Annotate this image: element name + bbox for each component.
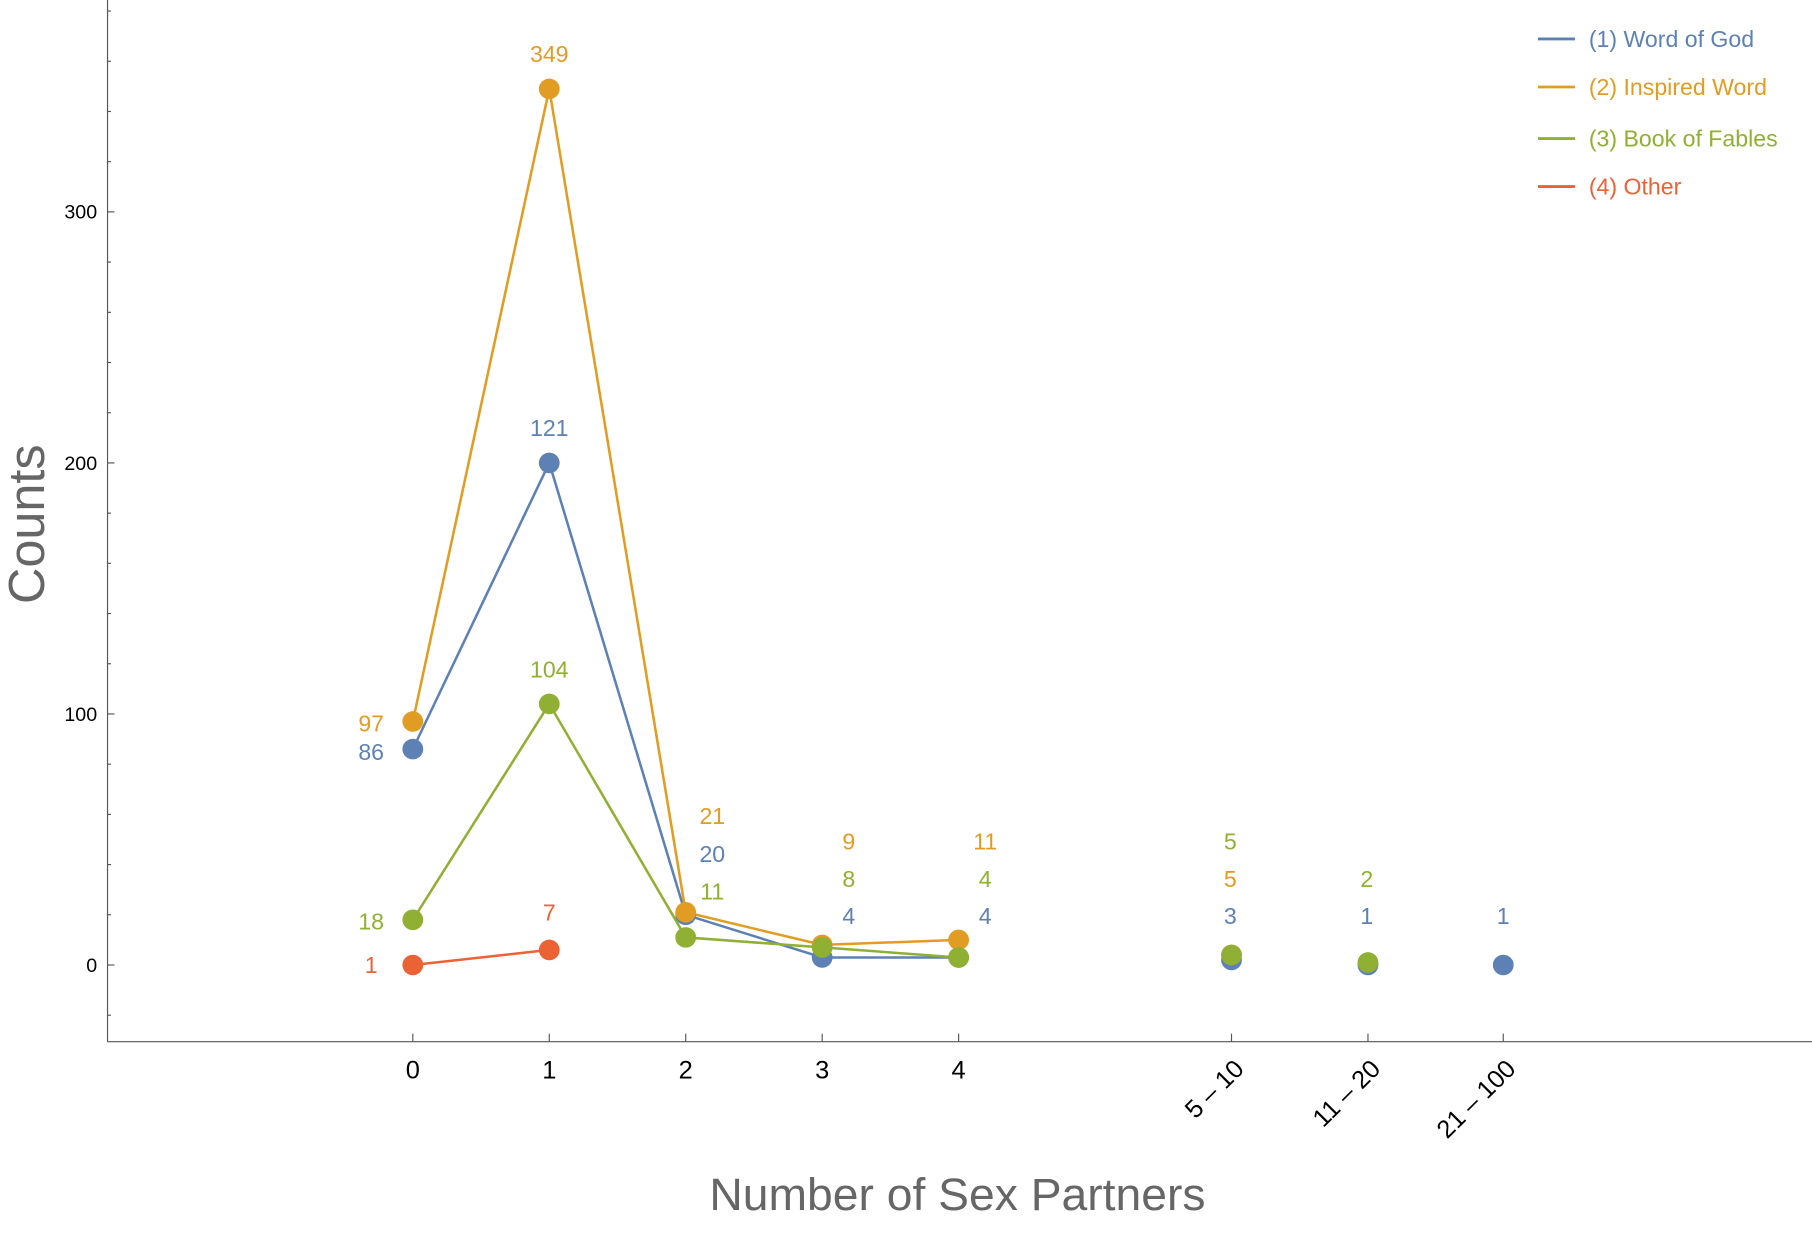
y-tick-label: 300: [64, 202, 97, 224]
data-point: [1357, 952, 1379, 973]
y-tick-label: 100: [64, 704, 97, 726]
data-label: 11: [973, 828, 997, 854]
y-axis-title: Counts: [0, 445, 55, 605]
data-point: [402, 954, 424, 976]
x-tick-label: 21 – 100: [1432, 1055, 1522, 1144]
data-point: [538, 693, 560, 715]
legend-entry: (3) Book of Fables: [1589, 126, 1778, 152]
series-lines: [411, 88, 959, 967]
data-label: 86: [358, 739, 384, 765]
data-label: 21: [699, 803, 725, 829]
data-point: [1221, 944, 1242, 966]
data-point: [402, 711, 424, 732]
y-tick-label: 0: [86, 955, 97, 977]
data-point: [1492, 954, 1514, 976]
data-label: 5: [1224, 866, 1237, 892]
legend-entry: (4) Other: [1589, 174, 1682, 200]
data-point: [402, 738, 424, 760]
data-point: [948, 947, 970, 968]
data-label: 11: [700, 879, 724, 905]
series-line-4: [412, 948, 550, 967]
data-label: 97: [358, 711, 384, 737]
data-label: 1: [1360, 903, 1373, 929]
x-tick-label: 0: [406, 1056, 420, 1084]
axes: 0 100 200 300 0 1 2 3 4 5 – 10 11 – 20 21 – 100: [64, 0, 1812, 1144]
x-axis-title: Number of Sex Partners: [709, 1168, 1205, 1220]
data-label: 9: [842, 828, 855, 854]
data-label: 8: [842, 866, 855, 892]
x-tick-label: 5 – 10: [1180, 1055, 1250, 1124]
data-label: 1: [1497, 903, 1510, 929]
data-point: [811, 937, 833, 958]
legend-entry: (1) Word of God: [1589, 26, 1754, 52]
data-label: 121: [530, 415, 569, 441]
legend-entry: (2) Inspired Word: [1589, 74, 1767, 100]
data-point: [948, 929, 970, 951]
data-label: 20: [699, 841, 725, 867]
legend: (1) Word of God (2) Inspired Word (3) Book…: [1537, 26, 1778, 200]
data-label: 349: [530, 41, 569, 67]
x-tick-label: 1: [542, 1056, 556, 1084]
data-label: 18: [358, 909, 384, 935]
x-tick-label: 2: [679, 1056, 693, 1084]
x-tick-label: 11 – 20: [1308, 1055, 1387, 1133]
data-point: [402, 909, 424, 931]
series-line-2: [411, 88, 959, 947]
x-tick-label: 3: [815, 1056, 829, 1084]
data-label: 2: [1360, 866, 1373, 892]
data-point: [538, 452, 560, 474]
data-label: 4: [979, 903, 992, 929]
series-line-1: [411, 459, 959, 959]
data-label: 7: [543, 899, 556, 925]
data-label: 1: [365, 952, 378, 978]
data-label: 4: [979, 866, 992, 892]
data-label: 5: [1224, 828, 1237, 854]
data-point: [538, 78, 560, 100]
y-tick-label: 200: [64, 453, 97, 475]
data-point: [538, 939, 560, 961]
data-point: [675, 927, 697, 948]
data-label: 3: [1224, 903, 1237, 929]
data-point: [675, 901, 697, 923]
data-label: 104: [530, 657, 569, 683]
x-tick-label: 4: [952, 1056, 966, 1084]
data-label: 4: [842, 903, 855, 929]
series-points: [402, 78, 1514, 976]
